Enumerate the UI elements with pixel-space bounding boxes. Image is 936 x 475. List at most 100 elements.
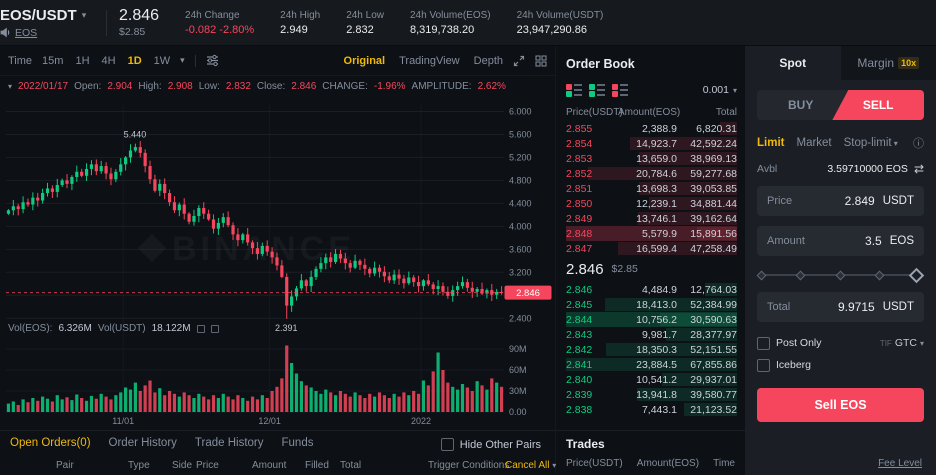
ob-amount: 13,698.3 [636, 182, 677, 195]
indicators-icon[interactable] [206, 54, 219, 67]
amount-value[interactable]: 3.5 [865, 234, 882, 248]
order-type-market[interactable]: Market [796, 137, 832, 149]
candlestick-chart[interactable]: BINANCE5.4402.3916.0005.6005.2004.8004.4… [0, 96, 555, 430]
ob-total: 29,937.01 [690, 373, 737, 386]
ticker-stat: 24h Change -0.082 -2.80% [185, 10, 254, 36]
buy-tab[interactable]: BUY [787, 98, 814, 112]
order-book-bid-row[interactable]: 2.839 13,941.8 39,580.77 [566, 387, 737, 402]
order-book-bid-row[interactable]: 2.840 10,541.2 29,937.01 [566, 372, 737, 387]
orders-tab-2[interactable]: Trade History [194, 437, 264, 449]
total-input[interactable]: Total 9.9715 USDT [757, 292, 924, 322]
fullscreen-icon[interactable] [513, 55, 525, 67]
ohlc-label: AMPLITUDE: [411, 80, 472, 92]
slider-handle[interactable] [908, 267, 925, 283]
ob-price: 2.848 [566, 227, 593, 240]
order-book-ask-row[interactable]: 2.849 13,746.1 39,162.64 [566, 211, 737, 226]
vol-usdt-label: Vol(USDT) [97, 323, 146, 334]
orders-tab-3[interactable]: Funds [281, 437, 314, 449]
interval-15m[interactable]: 15m [42, 54, 64, 67]
order-type-row: Limit Market Stop-limit ▾ ⓘ [757, 130, 924, 156]
pair-dropdown-caret-icon[interactable]: ▾ [81, 9, 87, 20]
slider-stop-50[interactable] [835, 270, 845, 280]
depth-view-asks-icon[interactable] [612, 83, 628, 97]
interval-time-label[interactable]: Time [8, 54, 33, 67]
order-book-ask-row[interactable]: 2.851 13,698.3 39,053.85 [566, 181, 737, 196]
legend-collapse-caret-icon[interactable]: ▾ [8, 81, 13, 91]
depth-view-bids-icon[interactable] [589, 83, 605, 97]
svg-text:60M: 60M [509, 365, 527, 375]
depth-view-both-icon[interactable] [566, 83, 582, 97]
ob-amount: 20,784.6 [636, 167, 677, 180]
divider [106, 9, 107, 36]
amount-slider[interactable] [756, 267, 925, 283]
order-type-stop-limit[interactable]: Stop-limit ▾ [843, 137, 898, 149]
hide-other-pairs-checkbox[interactable] [440, 438, 454, 451]
transfer-icon[interactable]: ⇄ [913, 162, 924, 176]
order-book-bid-row[interactable]: 2.844 10,756.2 30,590.63 [566, 312, 737, 327]
order-book-ask-row[interactable]: 2.850 12,239.1 34,881.44 [566, 196, 737, 211]
order-book-bid-row[interactable]: 2.838 7,443.1 21,123.52 [566, 402, 737, 417]
pair-selector[interactable]: EOS/USDT ▾ EOS [0, 7, 104, 39]
view-tab-original[interactable]: Original [343, 54, 386, 67]
orders-column-header: Side [172, 460, 193, 471]
ob-price: 2.853 [566, 152, 593, 165]
interval-1h[interactable]: 1H [75, 54, 90, 67]
interval-1d[interactable]: 1D [127, 54, 142, 67]
view-tab-tradingview[interactable]: TradingView [399, 54, 460, 67]
order-book-ask-row[interactable]: 2.852 20,784.6 59,277.68 [566, 166, 737, 181]
order-book-bid-row[interactable]: 2.841 23,884.5 67,855.86 [566, 357, 737, 372]
base-asset-link[interactable]: EOS [15, 26, 38, 39]
view-tab-depth[interactable]: Depth [473, 54, 503, 67]
order-book-ask-row[interactable]: 2.854 14,923.7 42,592.24 [566, 136, 737, 151]
tif-dropdown[interactable]: TIF GTC ▾ [880, 337, 924, 349]
ohlc-label: Low: [198, 80, 220, 92]
pair-name[interactable]: EOS/USDT [0, 6, 77, 24]
post-only-checkbox[interactable] [757, 336, 770, 350]
available-balance-row: Avbl 3.59710000 EOS ⇄ [757, 158, 924, 180]
fee-level-link[interactable]: Fee Level [878, 458, 922, 469]
cancel-all-button[interactable]: Cancel All ▾ [505, 460, 557, 471]
sell-submit-button[interactable]: Sell EOS [757, 388, 924, 422]
order-book-ask-row[interactable]: 2.848 5,579.9 15,891.56 [566, 226, 737, 241]
order-book-bid-row[interactable]: 2.846 4,484.9 12,764.03 [566, 282, 737, 297]
order-book-bid-row[interactable]: 2.842 18,350.3 52,151.55 [566, 342, 737, 357]
orders-tab-0[interactable]: Open Orders(0) [10, 437, 91, 449]
price-value[interactable]: 2.849 [844, 194, 875, 208]
interval-1w[interactable]: 1W [153, 54, 171, 67]
orders-tab-1[interactable]: Order History [108, 437, 177, 449]
volume-settings-icon[interactable] [210, 324, 219, 333]
layout-grid-icon[interactable] [535, 55, 547, 67]
stat-label: 24h Low [346, 9, 384, 21]
interval-4h[interactable]: 4H [101, 54, 116, 67]
amount-input[interactable]: Amount 3.5 EOS [757, 226, 924, 256]
info-icon[interactable]: ⓘ [913, 138, 924, 150]
hide-other-pairs-toggle[interactable]: Hide Other Pairs [440, 438, 541, 451]
mid-price-usd: $2.85 [611, 263, 638, 275]
iceberg-checkbox[interactable] [757, 358, 770, 372]
ob-amount: 5,579.9 [641, 227, 677, 240]
avbl-label: Avbl [757, 163, 778, 175]
orders-footer: Open Orders(0) Order History Trade History… [0, 430, 557, 475]
order-book-bid-row[interactable]: 2.843 9,981.7 28,377.97 [566, 327, 737, 342]
ob-total: 47,258.49 [690, 242, 737, 255]
total-value[interactable]: 9.9715 [837, 300, 875, 314]
order-book-ask-row[interactable]: 2.853 13,659.0 38,969.13 [566, 151, 737, 166]
interval-more-caret-icon[interactable]: ▾ [180, 55, 185, 65]
ob-price: 2.840 [566, 373, 593, 386]
tab-spot[interactable]: Spot [745, 46, 841, 80]
volume-pane-icon[interactable] [196, 324, 205, 333]
tif-label: TIF [879, 338, 892, 348]
ob-amount: 23,884.5 [636, 358, 677, 371]
price-input[interactable]: Price 2.849 USDT [757, 186, 924, 216]
tab-margin[interactable]: Margin 10x [841, 46, 936, 80]
precision-dropdown[interactable]: 0.001 ▾ [703, 84, 737, 96]
slider-stop-75[interactable] [874, 270, 885, 280]
order-book-ask-row[interactable]: 2.847 16,599.4 47,258.49 [566, 241, 737, 256]
slider-stop-25[interactable] [795, 270, 806, 280]
order-book-bid-row[interactable]: 2.845 18,413.0 52,384.99 [566, 297, 737, 312]
sell-tab[interactable]: SELL [832, 90, 924, 120]
order-book-ask-row[interactable]: 2.855 2,388.9 6,820.31 [566, 121, 737, 136]
slider-stop-0[interactable] [756, 270, 767, 280]
order-book-mid-price-row[interactable]: 2.846 $2.85 [566, 256, 737, 282]
order-type-limit[interactable]: Limit [757, 137, 785, 149]
